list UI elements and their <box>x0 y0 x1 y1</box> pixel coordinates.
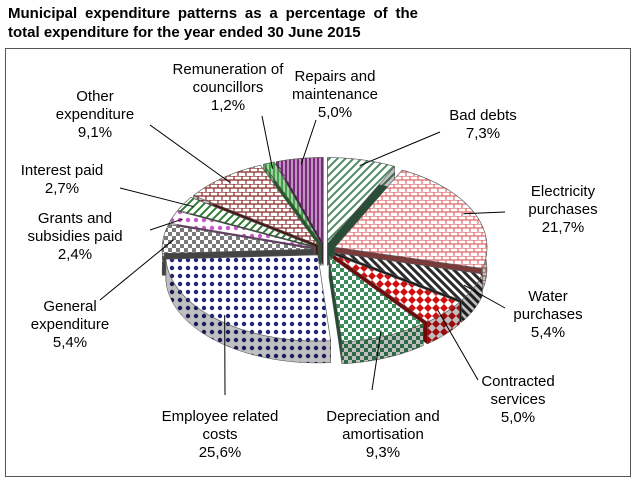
value-label: 21,7% <box>541 219 585 236</box>
category-label: Electricity purchases <box>528 183 598 218</box>
slice-label: Contracted services 5,0% <box>468 373 568 427</box>
value-label: 5,4% <box>530 324 566 341</box>
leader-line <box>99 239 175 301</box>
slice <box>327 157 396 245</box>
slice <box>177 197 316 247</box>
slice-side-shade <box>461 273 483 323</box>
value-label: 25,6% <box>198 444 242 461</box>
value-label: 2,7% <box>44 180 80 197</box>
slice <box>332 254 461 323</box>
leader-line <box>371 330 382 391</box>
category-label: Other expenditure <box>55 88 135 123</box>
leader-line <box>300 119 317 165</box>
value-label: 5,4% <box>52 334 88 351</box>
slice <box>168 210 315 248</box>
slice <box>328 255 424 343</box>
category-label: Bad debts <box>449 107 517 124</box>
slice <box>334 252 483 301</box>
category-label: Remuneration of councillors <box>172 61 284 96</box>
value-label: 9,3% <box>365 444 401 461</box>
slice-group <box>165 254 331 364</box>
category-label: Interest paid <box>20 162 104 179</box>
category-label: Water purchases <box>513 288 583 323</box>
chart-title: Municipal expenditure patterns as a perc… <box>8 5 418 41</box>
leader-line <box>149 218 183 231</box>
category-label: General expenditure <box>30 298 110 333</box>
slice-label: Depreciation and amortisation 9,3% <box>323 408 443 462</box>
slice <box>263 161 322 244</box>
slice <box>161 224 315 254</box>
slice-label: Repairs and maintenance 5,0% <box>280 68 390 122</box>
value-label: 7,3% <box>465 125 501 142</box>
slice-side-shade <box>427 302 460 344</box>
slice <box>334 169 488 269</box>
leader-line <box>261 115 274 169</box>
value-label: 2,4% <box>57 246 93 263</box>
leader-line <box>436 308 479 381</box>
value-label: 5,0% <box>317 104 353 121</box>
leader-line <box>463 284 506 309</box>
value-label: 1,2% <box>210 97 246 114</box>
slice-side-shade <box>341 323 424 364</box>
slice-label: Interest paid 2,7% <box>7 162 117 198</box>
value-label: 9,1% <box>77 124 113 141</box>
slice-label: Remuneration of councillors 1,2% <box>163 61 293 115</box>
slice-label: Water purchases 5,4% <box>503 288 593 342</box>
category-label: Depreciation and amortisation <box>326 408 440 443</box>
value-label: 5,0% <box>500 409 536 426</box>
leader-line <box>119 187 194 208</box>
slice-group <box>328 255 424 365</box>
slice <box>275 157 324 245</box>
category-label: Repairs and maintenance <box>292 68 378 103</box>
slice-label: Electricity purchases 21,7% <box>508 183 618 237</box>
leader-line <box>359 131 441 167</box>
slice-label: Bad debts 7,3% <box>433 107 533 143</box>
chart-frame <box>5 48 631 477</box>
slice-label: Employee related costs 25,6% <box>160 408 280 462</box>
leader-line <box>463 211 506 215</box>
slice <box>165 254 331 342</box>
category-label: Employee related costs <box>161 408 279 443</box>
leader-line <box>149 124 231 183</box>
slice-label: Other expenditure 9,1% <box>45 88 145 142</box>
category-label: Contracted services <box>481 373 555 408</box>
slice-side-shade <box>165 259 331 363</box>
slice-label: General expenditure 5,4% <box>20 298 120 352</box>
category-label: Grants and subsidies paid <box>27 210 123 245</box>
slice-label: Grants and subsidies paid 2,4% <box>5 210 145 264</box>
